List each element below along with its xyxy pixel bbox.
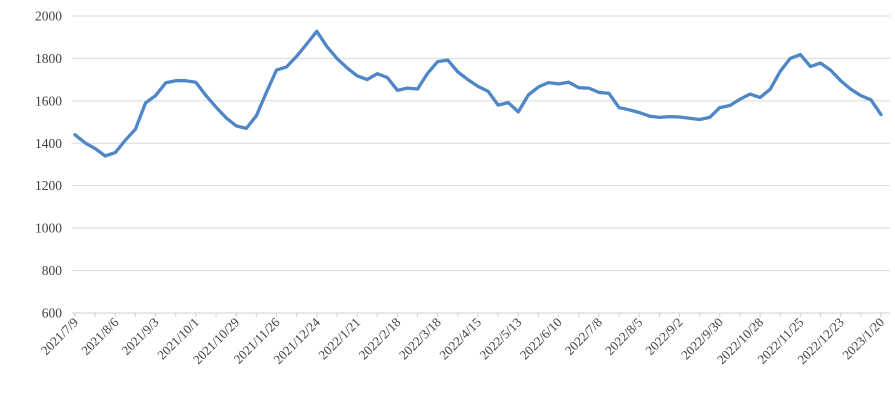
x-tick-label: 2022/2/18 xyxy=(356,315,404,363)
y-tick-label: 600 xyxy=(42,306,63,321)
x-tick-label: 2022/5/13 xyxy=(477,315,525,363)
y-tick-label: 800 xyxy=(42,263,63,278)
x-tick-label: 2022/1/21 xyxy=(315,315,363,363)
y-tick-label: 2000 xyxy=(35,9,62,24)
x-tick-label: 2021/8/6 xyxy=(78,314,122,358)
y-tick-label: 1000 xyxy=(35,221,62,236)
data-series-line[interactable] xyxy=(73,29,883,158)
y-tick-label: 1200 xyxy=(35,178,62,193)
x-tick-label: 2022/4/15 xyxy=(436,315,484,363)
x-tick-label: 2022/3/18 xyxy=(396,315,444,363)
x-tick-label: 2021/7/9 xyxy=(38,315,81,358)
x-tick-label: 2022/7/8 xyxy=(562,315,605,358)
y-tick-label: 1800 xyxy=(35,51,62,66)
y-tick-label: 1400 xyxy=(35,136,62,151)
x-tick-label: 2023/1/20 xyxy=(839,315,887,363)
y-tick-label: 1600 xyxy=(35,93,62,108)
x-tick-label: 2022/8/5 xyxy=(602,315,645,358)
x-tick-label: 2022/6/10 xyxy=(517,315,565,363)
